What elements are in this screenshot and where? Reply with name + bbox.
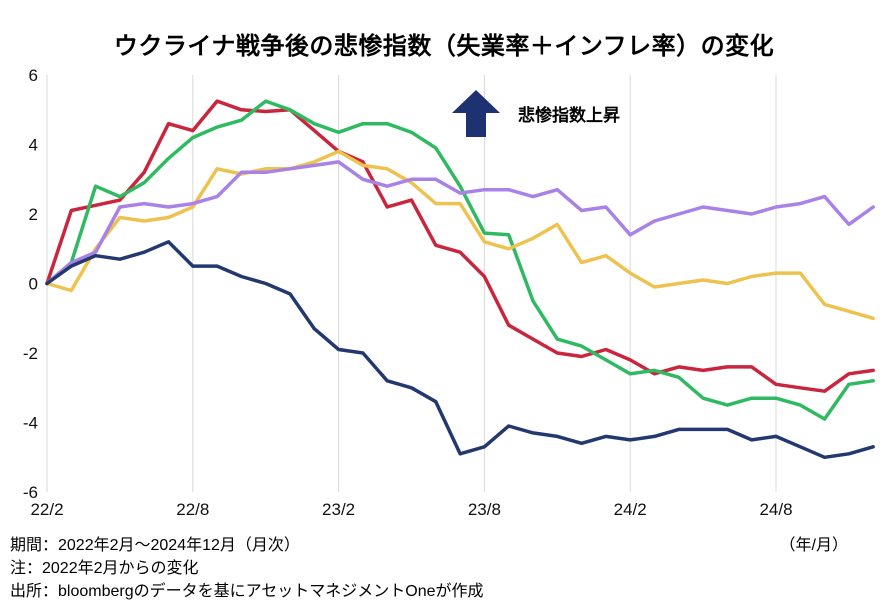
y-tick-label: 0 xyxy=(29,275,38,294)
annotation-label: 悲惨指数上昇 xyxy=(518,106,620,125)
yellow-line xyxy=(45,149,875,321)
y-tick-label: 2 xyxy=(29,205,38,224)
x-tick-label: 22/2 xyxy=(30,500,63,519)
y-tick-label: 6 xyxy=(29,66,38,85)
purple-line xyxy=(45,160,875,286)
x-tick-label: 23/8 xyxy=(468,500,501,519)
chart-title: ウクライナ戦争後の悲惨指数（失業率＋インフレ率）の変化 xyxy=(113,33,775,60)
red-line xyxy=(45,99,875,393)
footer-note: 注：2022年2月からの変化 xyxy=(10,560,199,577)
x-axis-unit-label: （年/月） xyxy=(779,537,848,554)
y-tick-label: -4 xyxy=(23,414,38,433)
footer-period: 期間：2022年2月～2024年12月（月次） xyxy=(10,537,300,554)
x-tick-label: 24/8 xyxy=(759,500,792,519)
x-tick-label: 23/2 xyxy=(322,500,355,519)
green-line xyxy=(45,99,875,421)
y-tick-label: -6 xyxy=(23,483,38,502)
up-arrow-icon xyxy=(452,90,500,137)
navy-line xyxy=(45,240,875,460)
y-tick-label: -2 xyxy=(23,344,38,363)
annotation: 悲惨指数上昇 xyxy=(452,90,620,137)
footer-source: 出所：bloombergのデータを基にアセットマネジメントOneが作成 xyxy=(10,583,484,600)
y-tick-label: 4 xyxy=(29,136,38,155)
x-tick-label: 22/8 xyxy=(176,500,209,519)
x-tick-label: 24/2 xyxy=(614,500,647,519)
